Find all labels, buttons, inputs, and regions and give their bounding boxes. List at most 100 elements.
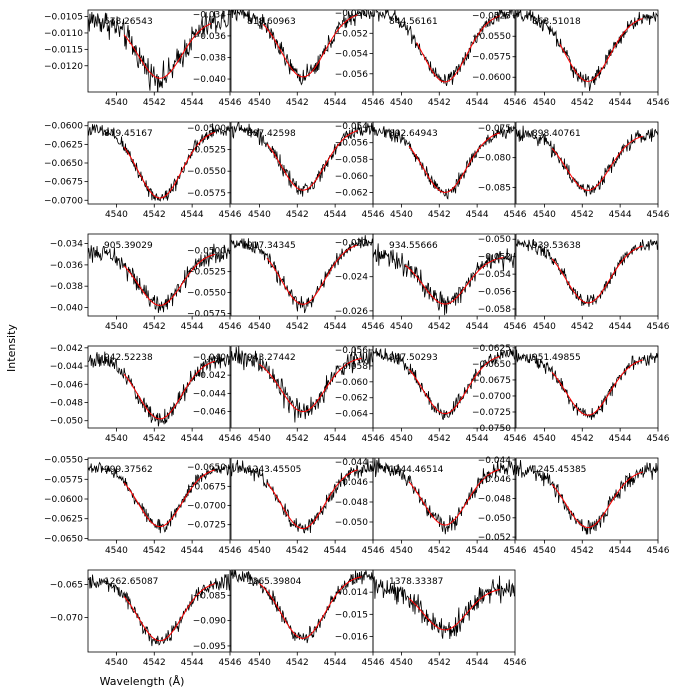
- x-tick-label: 4544: [181, 434, 204, 444]
- x-tick-label: 4542: [286, 658, 309, 668]
- x-tick-label: 4544: [324, 658, 347, 668]
- y-tick-label: −0.0675: [472, 376, 511, 386]
- x-tick-label: 4540: [248, 98, 271, 108]
- y-tick-label: −0.0750: [472, 424, 511, 434]
- y-tick-label: −0.054: [478, 270, 512, 280]
- fit-line: [551, 359, 643, 416]
- y-tick-label: −0.062: [335, 394, 368, 404]
- y-tick-label: −0.050: [50, 417, 84, 427]
- panel-frame: [515, 345, 659, 429]
- panel-label: 1262.65087: [104, 577, 158, 587]
- panel-label: 951.49855: [532, 353, 581, 363]
- panel-label: 818.60963: [247, 17, 296, 27]
- y-tick-label: −0.048: [50, 398, 84, 408]
- x-tick-label: 4546: [504, 434, 527, 444]
- x-tick-label: 4544: [324, 322, 347, 332]
- panel-frame: [515, 457, 659, 541]
- panel: 4540 4542 4544 4546 −0.034 −0.036 −0.038 −0.040…: [193, 9, 385, 108]
- x-tick-label: 4544: [609, 210, 632, 220]
- fit-line: [123, 131, 216, 199]
- x-tick-label: 4540: [248, 546, 271, 556]
- panel-label: 1378.33387: [389, 577, 443, 587]
- x-tick-label: 4544: [609, 546, 632, 556]
- panel-frame: [372, 569, 516, 653]
- x-tick-label: 4544: [324, 210, 347, 220]
- y-tick-label: −0.090: [193, 617, 227, 627]
- y-tick-label: −0.046: [193, 408, 227, 418]
- x-tick-label: 4542: [286, 98, 309, 108]
- x-tick-label: 4542: [571, 322, 594, 332]
- observed-spectrum-line: [516, 458, 658, 535]
- panel-label: 1245.45385: [532, 465, 586, 475]
- x-tick-label: 4542: [428, 322, 451, 332]
- observed-spectrum-line: [88, 123, 230, 202]
- x-tick-label: 4540: [390, 210, 413, 220]
- x-tick-label: 4546: [504, 98, 527, 108]
- panel-label: 947.50293: [389, 353, 438, 363]
- y-tick-label: −0.050: [478, 514, 512, 524]
- fit-line: [123, 583, 215, 642]
- panel: 4540 4542 4544 4546 −0.0550 −0.0575 −0.0600 −0.…: [44, 456, 242, 556]
- x-tick-label: 4540: [533, 434, 556, 444]
- y-tick-label: −0.0525: [187, 268, 226, 278]
- fit-line: [266, 244, 359, 305]
- y-tick-label: −0.0700: [187, 502, 226, 512]
- panel-label: 939.53638: [532, 241, 581, 251]
- x-tick-label: 4546: [647, 98, 670, 108]
- y-tick-label: −0.054: [335, 50, 369, 60]
- fit-line: [408, 588, 500, 631]
- x-tick-label: 4544: [181, 658, 204, 668]
- x-tick-label: 4540: [105, 322, 128, 332]
- panel: 4540 4542 4544 4546 −0.0500 −0.0525 −0.0550 −0.…: [187, 233, 385, 332]
- panel-label: 934.55666: [389, 241, 438, 251]
- x-tick-label: 4546: [219, 546, 242, 556]
- y-tick-label: −0.0525: [472, 12, 511, 22]
- panel-label: 942.52238: [104, 353, 153, 363]
- panel-label: 879.45167: [104, 129, 153, 139]
- panel: 4540 4542 4544 4546 −0.056 −0.058 −0.060 −0.062…: [335, 345, 527, 444]
- panel-label: 898.40761: [532, 129, 581, 139]
- y-tick-label: −0.0675: [187, 482, 226, 492]
- y-tick-label: −0.062: [335, 188, 368, 198]
- x-tick-label: 4540: [248, 434, 271, 444]
- y-tick-label: −0.036: [50, 261, 84, 271]
- x-tick-label: 4546: [362, 546, 385, 556]
- y-tick-label: −0.0575: [187, 309, 226, 319]
- panel-frame: [87, 345, 231, 429]
- x-tick-label: 4546: [219, 322, 242, 332]
- y-tick-label: −0.0600: [44, 495, 83, 505]
- panel: 4540 4542 4544 4546 −0.065 −0.070 1262.65087: [50, 569, 242, 668]
- y-tick-label: −0.044: [478, 456, 512, 466]
- x-tick-label: 4540: [248, 658, 271, 668]
- x-tick-label: 4542: [143, 210, 166, 220]
- fit-line: [123, 469, 215, 528]
- observed-spectrum-line: [231, 570, 373, 644]
- fit-line: [259, 576, 362, 639]
- panel-label: 887.42598: [247, 129, 296, 139]
- x-tick-label: 4542: [571, 210, 594, 220]
- fit-line: [408, 468, 500, 526]
- panel-frame: [87, 9, 231, 93]
- observed-spectrum-line: [373, 124, 515, 200]
- panel: 4540 4542 4544 4546 −0.050 −0.052 −0.054 −0.056…: [478, 233, 670, 332]
- y-tick-label: −0.0575: [472, 53, 511, 63]
- panel-frame: [515, 121, 659, 205]
- y-tick-label: −0.0575: [44, 475, 83, 485]
- x-tick-label: 4546: [504, 658, 527, 668]
- observed-spectrum-line: [373, 575, 515, 640]
- y-tick-label: −0.015: [335, 610, 368, 620]
- panel: 4540 4542 4544 4546 −0.0600 −0.0625 −0.0650 −0.…: [44, 121, 242, 220]
- panel-frame: [372, 233, 516, 317]
- fit-line: [259, 357, 362, 413]
- x-tick-label: 4540: [105, 546, 128, 556]
- fit-line: [416, 15, 501, 83]
- y-tick-label: −0.048: [335, 498, 369, 508]
- y-tick-label: −0.034: [50, 240, 84, 250]
- panel: 4540 4542 4544 4546 −0.0105 −0.0110 −0.0115 −0.…: [44, 9, 242, 108]
- y-tick-label: −0.0110: [44, 29, 83, 39]
- observed-spectrum-line: [88, 10, 230, 92]
- y-tick-label: −0.052: [478, 253, 511, 263]
- panel: 4540 4542 4544 4546 −0.034 −0.036 −0.038 −0.040…: [50, 233, 242, 332]
- panel: 4540 4542 4544 4546 −0.044 −0.046 −0.048 −0.050…: [335, 457, 527, 556]
- panel-label: 678.26543: [104, 17, 153, 27]
